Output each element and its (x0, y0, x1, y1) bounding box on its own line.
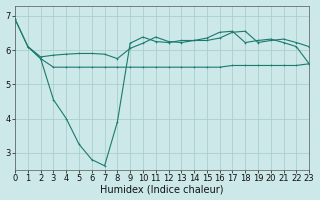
X-axis label: Humidex (Indice chaleur): Humidex (Indice chaleur) (100, 184, 224, 194)
